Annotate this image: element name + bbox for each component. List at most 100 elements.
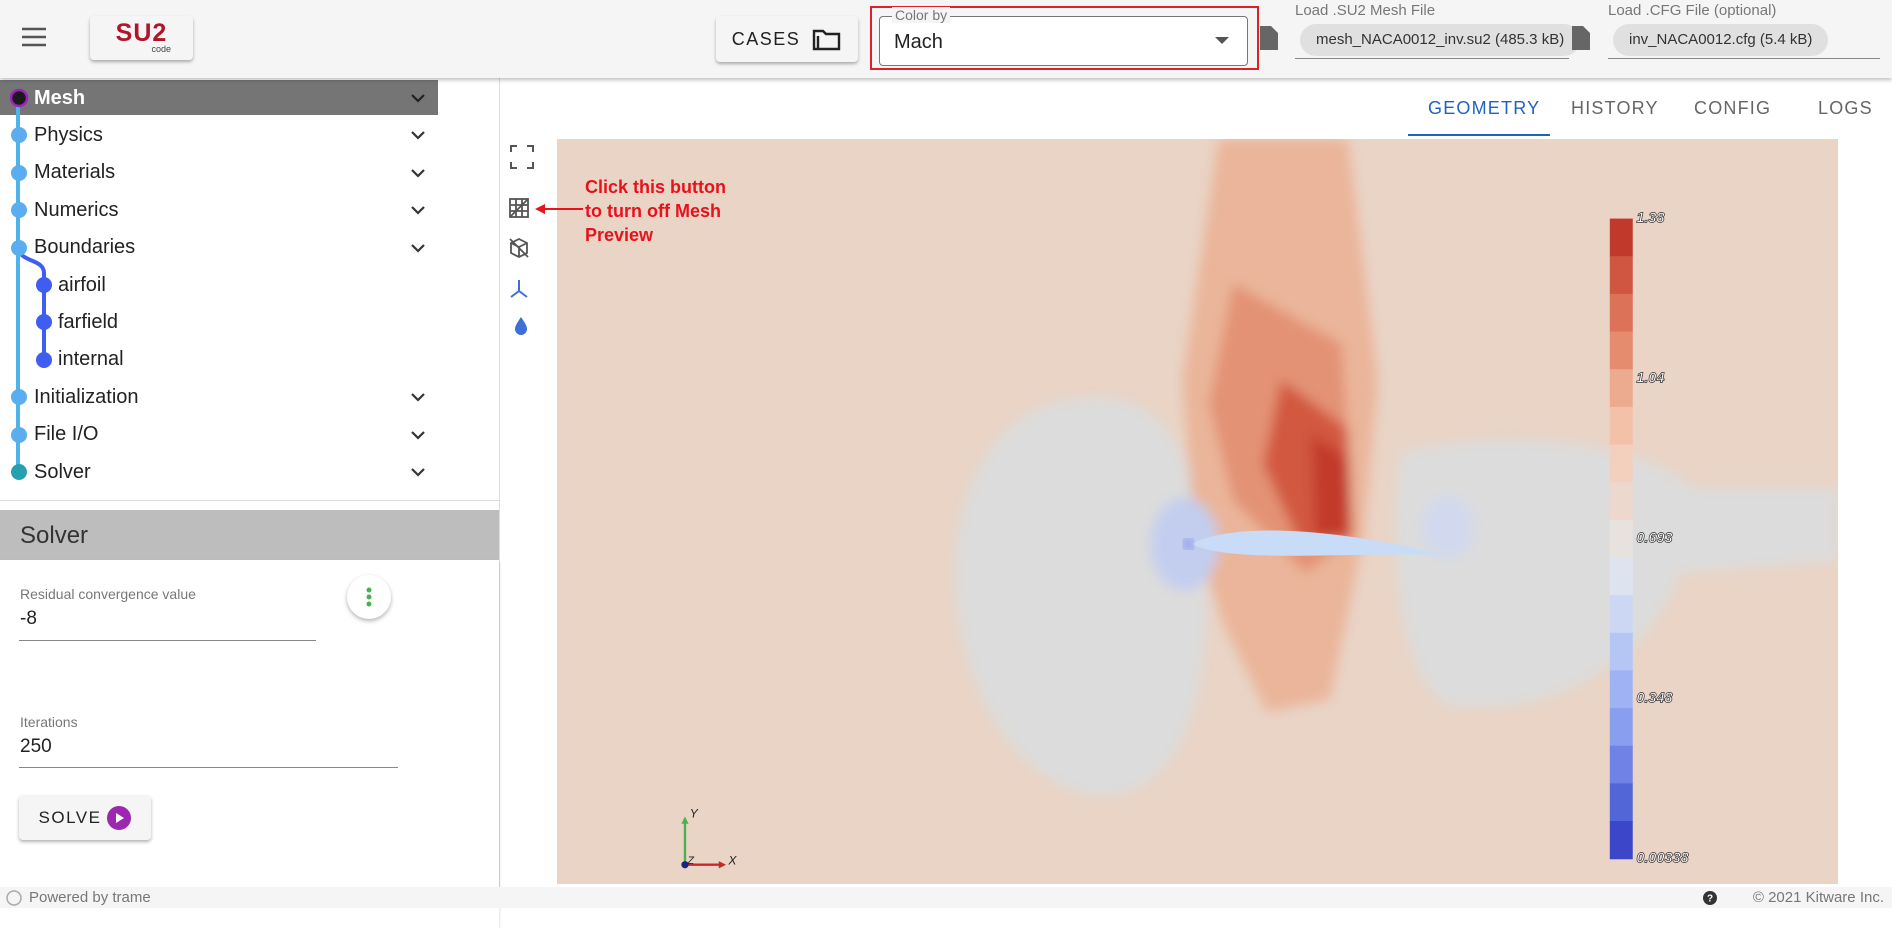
menu-dots-button[interactable] <box>347 575 391 619</box>
node-dot <box>11 164 27 181</box>
cube-icon[interactable] <box>509 237 529 259</box>
chevron <box>411 94 425 103</box>
colorbar-band <box>1609 331 1633 370</box>
mesh-file-chip[interactable]: mesh_NACA0012_inv.su2 (485.3 kB) <box>1300 24 1581 56</box>
expand-icon[interactable] <box>410 202 426 218</box>
tree-label: internal <box>58 348 124 371</box>
select-label: Color by <box>892 7 951 23</box>
color-icon[interactable] <box>515 317 527 335</box>
logo-text: SU2 <box>115 19 168 47</box>
tree-item[interactable]: Solver <box>0 454 438 490</box>
expand-icon[interactable] <box>410 90 426 106</box>
field-value[interactable]: -8 <box>20 608 37 629</box>
solve-button[interactable]: SOLVE <box>19 795 151 840</box>
axes-icon[interactable] <box>510 280 528 298</box>
sidebar: Mesh Physics Materials Numerics Boundaries ai… <box>0 78 500 887</box>
tree-node <box>11 389 27 406</box>
mesh-file-label: Load .SU2 Mesh File <box>1295 2 1436 19</box>
colorbar-band <box>1609 406 1633 446</box>
cases-button[interactable]: CASES <box>716 16 858 62</box>
colorbar-band <box>1609 557 1633 596</box>
colorbar-band <box>1609 293 1633 333</box>
tab[interactable]: HISTORY <box>1571 98 1659 118</box>
expand-icon[interactable] <box>410 240 426 256</box>
tree-item[interactable]: airfoil <box>0 267 438 303</box>
chevron <box>411 430 425 440</box>
logo[interactable]: SU2 code <box>90 16 193 60</box>
select-value: Mach <box>894 31 943 53</box>
colorbar-band <box>1609 519 1633 559</box>
tree-node <box>11 202 27 219</box>
expand-icon[interactable] <box>410 127 426 143</box>
menu-button[interactable] <box>22 27 48 47</box>
tree-label: airfoil <box>58 273 106 296</box>
tree-label: Boundaries <box>34 236 136 259</box>
colorbar-band <box>1609 670 1633 709</box>
input-underline <box>19 640 316 641</box>
help-icon[interactable]: ? <box>1703 891 1717 905</box>
tree-item[interactable]: Numerics <box>0 192 438 228</box>
colorbar-band <box>1609 218 1633 257</box>
divider <box>0 500 500 501</box>
tree-label: Solver <box>34 460 91 483</box>
colorbar-band <box>1609 708 1633 747</box>
node-dot <box>11 426 27 443</box>
expand-icon[interactable] <box>410 427 426 443</box>
tree-item[interactable]: Materials <box>0 155 438 191</box>
cfg-file-chip[interactable]: inv_NACA0012.cfg (5.4 kB) <box>1613 24 1829 56</box>
expand-icon[interactable] <box>410 389 426 405</box>
field-label: Iterations <box>20 714 78 730</box>
tree-item[interactable]: Physics <box>0 117 438 153</box>
expand-icon[interactable] <box>410 464 426 480</box>
colorbar: 1.38 1.04 0.693 0.348 0.00338 <box>1609 210 1690 867</box>
colorbar-band <box>1609 821 1633 860</box>
tree-node <box>9 88 29 108</box>
tab[interactable]: LOGS <box>1818 98 1873 118</box>
tab[interactable]: CONFIG <box>1694 98 1772 118</box>
folder-icon <box>813 29 841 51</box>
tree-label: farfield <box>58 310 119 333</box>
tree-item[interactable]: Mesh <box>0 80 438 116</box>
tree-item[interactable]: farfield <box>0 304 438 340</box>
annotation-line: Preview <box>585 225 654 245</box>
field-label: Residual convergence value <box>20 586 196 602</box>
tab[interactable]: GEOMETRY <box>1428 98 1541 118</box>
node-dot <box>9 88 29 108</box>
annotation-line: to turn off Mesh <box>585 201 721 221</box>
button-label: CASES <box>731 28 801 49</box>
field-value[interactable]: 250 <box>20 736 52 757</box>
tree-label: File I/O <box>34 423 99 446</box>
color-by-select[interactable]: Color by Mach <box>879 7 1248 66</box>
tree-label: Numerics <box>34 198 119 221</box>
dots-icon <box>366 587 372 607</box>
chevron <box>411 131 425 140</box>
tree-item[interactable]: File I/O <box>0 417 438 453</box>
tree-label: Initialization <box>34 385 139 408</box>
svg-text:?: ? <box>1707 894 1713 905</box>
active-tab-indicator <box>1408 134 1550 136</box>
chevron <box>411 393 425 402</box>
expand-icon[interactable] <box>410 165 426 181</box>
render-view[interactable]: 1.38 1.04 0.693 0.348 0.00338 Y X Z <box>557 139 1838 884</box>
tree-item[interactable]: internal <box>0 342 438 378</box>
page: SU2 code CASES Color by Mach Load .SU2 M… <box>0 2 1884 906</box>
tree-item[interactable]: Initialization <box>0 379 438 415</box>
fullscreen-icon[interactable] <box>510 145 534 169</box>
colorbar-band <box>1609 595 1633 634</box>
airfoil <box>1190 530 1445 556</box>
node-dot <box>11 389 27 406</box>
chevron <box>411 468 425 477</box>
chevron <box>411 206 425 215</box>
mesh-toggle-icon[interactable] <box>509 198 529 218</box>
tree-node <box>11 464 27 480</box>
file-icon[interactable] <box>1572 26 1590 50</box>
colorbar-band <box>1609 369 1633 408</box>
orientation-axes: Y X Z <box>681 806 737 869</box>
footer-right: © 2021 Kitware Inc. <box>1752 889 1884 906</box>
node-dot <box>36 351 52 368</box>
tree-node <box>11 426 27 443</box>
file-icon[interactable] <box>1260 26 1278 50</box>
node-dot <box>11 239 27 256</box>
tree-item[interactable]: Boundaries <box>0 230 438 266</box>
colorbar-label: 1.04 <box>1636 370 1664 386</box>
